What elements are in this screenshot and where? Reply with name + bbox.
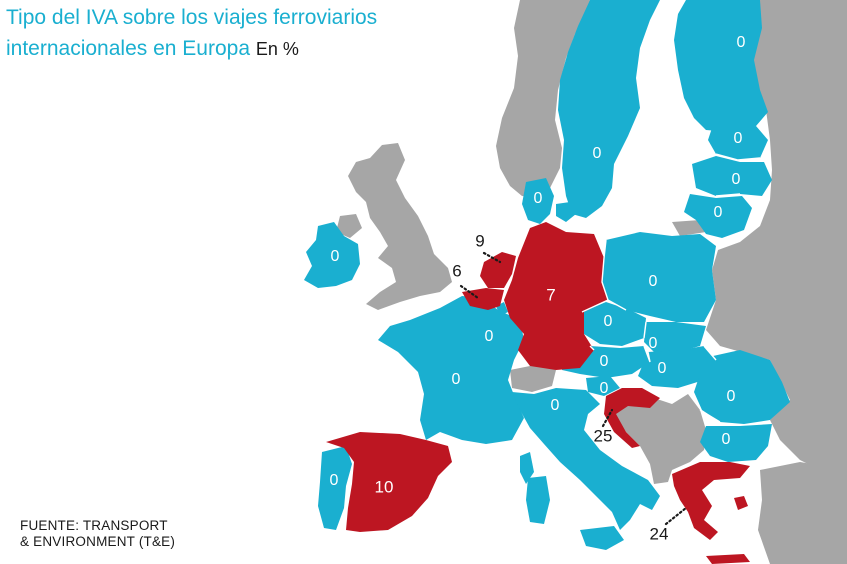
value-label-lithuania: 0 <box>714 204 723 221</box>
value-label-latvia: 0 <box>732 171 741 188</box>
value-label-bulgaria: 0 <box>722 431 731 448</box>
value-label-finland: 0 <box>737 34 746 51</box>
germany-shape <box>504 222 608 370</box>
callout-label-greece: 24 <box>650 524 669 543</box>
corsica-shape <box>520 452 534 484</box>
value-label-portugal: 0 <box>330 472 339 489</box>
callouts: 9 6 25 24 <box>452 231 688 543</box>
value-label-italy: 0 <box>551 397 560 414</box>
italy-shape <box>512 388 660 530</box>
value-label-spain: 10 <box>375 477 394 496</box>
estonia-shape <box>708 126 768 160</box>
sicily-shape <box>580 526 624 550</box>
source-line-1: FUENTE: TRANSPORT <box>20 518 168 533</box>
balkans-shape <box>616 394 706 484</box>
value-label-czechia: 0 <box>604 313 613 330</box>
value-label-ireland: 0 <box>331 248 340 265</box>
latvia-shape <box>692 156 772 196</box>
romania-shape <box>694 350 790 424</box>
northern-ireland-shape <box>336 214 362 238</box>
map-title-line-2: internacionales en Europa En % <box>6 33 426 65</box>
value-label-germany: 7 <box>546 285 555 304</box>
poland-shape <box>602 232 716 322</box>
ireland-shape <box>304 222 360 288</box>
croatia-shape <box>604 388 660 448</box>
value-label-sweden: 0 <box>593 145 602 162</box>
callout-label-belgium: 6 <box>452 261 461 280</box>
callout-label-croatia: 25 <box>594 426 613 445</box>
portugal-shape <box>318 446 352 530</box>
denmark-islands-shape <box>556 202 576 222</box>
zero-rate-countries <box>304 0 790 550</box>
bulgaria-shape <box>700 424 772 462</box>
callout-leader-croatia <box>601 408 614 428</box>
france-shape <box>378 296 524 444</box>
map-title-line-2-text: internacionales en Europa <box>6 37 251 60</box>
value-label-poland: 0 <box>649 273 658 290</box>
slovakia-shape <box>644 322 706 354</box>
netherlands-shape <box>480 252 516 288</box>
greece-shape <box>672 462 750 540</box>
source-line-2: & ENVIRONMENT (T&E) <box>20 534 176 549</box>
country-borders <box>581 153 761 423</box>
hungary-shape <box>638 346 716 388</box>
crete-shape <box>706 554 750 564</box>
map-unit-label: En % <box>255 39 299 59</box>
callout-label-netherlands: 9 <box>475 231 484 250</box>
non-eu-land <box>336 0 847 564</box>
kaliningrad-shape <box>672 220 706 236</box>
switzerland-shape <box>510 364 556 392</box>
value-label-austria: 0 <box>600 353 609 370</box>
value-label-slovenia: 0 <box>600 380 609 397</box>
spain-shape <box>326 432 452 532</box>
finland-shape <box>674 0 768 132</box>
value-label-luxembourg: 0 <box>485 328 494 345</box>
value-label-estonia: 0 <box>734 130 743 147</box>
lithuania-shape <box>684 194 752 238</box>
country-value-labels: 0 0 0 0 0 0 0 7 0 0 0 0 0 0 0 0 0 0 0 0 … <box>330 34 746 496</box>
value-label-denmark: 0 <box>534 190 543 207</box>
czechia-shape <box>582 302 646 346</box>
denmark-shape <box>522 178 554 224</box>
sweden-shape <box>558 0 660 218</box>
source-note: FUENTE: TRANSPORT & ENVIRONMENT (T&E) <box>20 518 175 550</box>
value-label-france: 0 <box>452 371 461 388</box>
aegean-islands-shape <box>734 496 748 510</box>
callout-leader-netherlands <box>482 251 502 264</box>
value-label-hungary: 0 <box>658 360 667 377</box>
turkey-shape <box>758 462 847 564</box>
uk-shape <box>348 143 452 310</box>
value-label-slovakia: 0 <box>649 335 658 352</box>
norway-shape <box>496 0 590 198</box>
value-label-romania: 0 <box>727 388 736 405</box>
eastern-europe-shape <box>706 0 847 470</box>
callout-leader-greece <box>664 506 688 526</box>
slovenia-shape <box>586 376 620 396</box>
map-title-line-1: Tipo del IVA sobre los viajes ferroviari… <box>6 6 378 29</box>
callout-leader-belgium <box>459 284 480 300</box>
map-title: Tipo del IVA sobre los viajes ferroviari… <box>6 2 426 65</box>
sardinia-shape <box>526 476 550 524</box>
